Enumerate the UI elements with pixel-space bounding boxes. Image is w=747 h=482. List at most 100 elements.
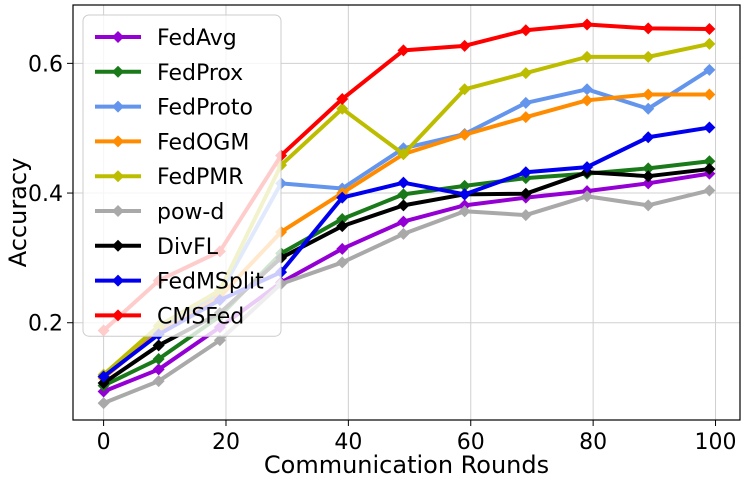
- data-point: [458, 83, 471, 96]
- x-axis-title: Communication Rounds: [264, 451, 549, 479]
- legend-marker: [112, 309, 124, 322]
- data-point: [519, 209, 532, 222]
- legend-item: FedOGM: [95, 130, 249, 155]
- legend-marker: [112, 239, 124, 252]
- data-point: [703, 37, 716, 50]
- x-tick-label: 80: [579, 430, 607, 455]
- data-point: [458, 205, 471, 218]
- data-point: [703, 22, 716, 35]
- plot-frame: [72, 4, 741, 421]
- legend-item: pow-d: [95, 200, 224, 225]
- legend: FedAvg FedProx FedProto FedOGM FedPMR pow-d Di…: [82, 14, 282, 337]
- data-point: [581, 18, 594, 31]
- data-point: [336, 191, 349, 204]
- legend-label: FedProx: [157, 61, 243, 86]
- data-point: [97, 370, 110, 383]
- data-point: [458, 188, 471, 201]
- data-point: [152, 353, 165, 366]
- data-point: [581, 190, 594, 203]
- data-point: [336, 212, 349, 225]
- legend-item: FedProx: [95, 61, 243, 86]
- y-axis-title: Accuracy: [4, 158, 32, 268]
- data-point: [519, 67, 532, 80]
- legend-marker: [112, 274, 124, 287]
- series-pow-d: [97, 184, 716, 410]
- data-point: [458, 39, 471, 52]
- legend-label: FedAvg: [157, 26, 237, 51]
- legend-marker: [112, 100, 124, 113]
- data-point: [336, 102, 349, 115]
- legend-item: DivFL: [95, 235, 219, 260]
- data-point: [703, 121, 716, 134]
- y-tick-label: 0.6: [28, 52, 63, 77]
- legend-marker: [112, 31, 124, 43]
- data-point: [152, 339, 165, 352]
- legend-label: DivFL: [157, 235, 219, 260]
- data-point: [642, 22, 655, 35]
- legend-label: pow-d: [157, 200, 224, 225]
- data-point: [703, 63, 716, 76]
- data-point: [336, 220, 349, 233]
- x-tick-label: 60: [457, 430, 485, 455]
- data-point: [397, 199, 410, 212]
- legend-item: CMSFed: [95, 304, 244, 329]
- data-point: [397, 44, 410, 57]
- data-point: [703, 155, 716, 168]
- legend-label: FedProto: [157, 96, 253, 121]
- data-point: [581, 94, 594, 107]
- legend-label: CMSFed: [157, 304, 244, 329]
- data-point: [581, 83, 594, 96]
- data-point: [519, 96, 532, 109]
- legend-box: [82, 14, 282, 337]
- data-point: [519, 166, 532, 179]
- legend-label: FedMSplit: [157, 270, 264, 295]
- legend-label: FedOGM: [157, 130, 249, 155]
- data-point: [152, 375, 165, 388]
- data-point: [152, 363, 165, 376]
- data-point: [519, 187, 532, 200]
- data-point: [581, 50, 594, 63]
- legend-marker: [112, 135, 124, 148]
- y-tick-label: 0.2: [28, 312, 63, 337]
- x-tick-label: 100: [695, 430, 737, 455]
- x-tick-label: 0: [97, 430, 111, 455]
- data-point: [519, 24, 532, 37]
- data-point: [397, 188, 410, 201]
- legend-item: FedMSplit: [95, 270, 264, 295]
- data-point: [581, 161, 594, 174]
- legend-item: FedPMR: [95, 165, 244, 190]
- data-point: [642, 162, 655, 175]
- data-point: [642, 50, 655, 63]
- tick-layer: 0 20 40 60 80 100 0.2 0.4 0.6: [28, 52, 737, 455]
- x-tick-label: 20: [212, 430, 240, 455]
- data-point: [397, 227, 410, 240]
- data-point: [458, 179, 471, 192]
- data-point: [336, 93, 349, 106]
- data-point: [703, 163, 716, 176]
- data-point: [97, 397, 110, 410]
- data-point: [97, 377, 110, 390]
- data-point: [336, 242, 349, 255]
- data-point: [213, 334, 226, 347]
- legend-item: FedAvg: [95, 26, 237, 51]
- data-point: [642, 170, 655, 183]
- data-point: [642, 131, 655, 144]
- data-point: [519, 111, 532, 124]
- data-point: [642, 177, 655, 190]
- legend-marker: [112, 170, 124, 183]
- legend-marker: [112, 65, 124, 78]
- data-point: [397, 148, 410, 161]
- data-point: [642, 199, 655, 212]
- x-tick-label: 40: [334, 430, 362, 455]
- legend-marker: [112, 205, 124, 217]
- data-point: [703, 88, 716, 101]
- y-tick-label: 0.4: [28, 182, 63, 207]
- data-point: [336, 256, 349, 269]
- legend-item: FedProto: [95, 96, 253, 121]
- data-point: [642, 88, 655, 101]
- data-point: [397, 215, 410, 228]
- data-point: [397, 176, 410, 189]
- data-point: [458, 128, 471, 141]
- legend-label: FedPMR: [157, 165, 244, 190]
